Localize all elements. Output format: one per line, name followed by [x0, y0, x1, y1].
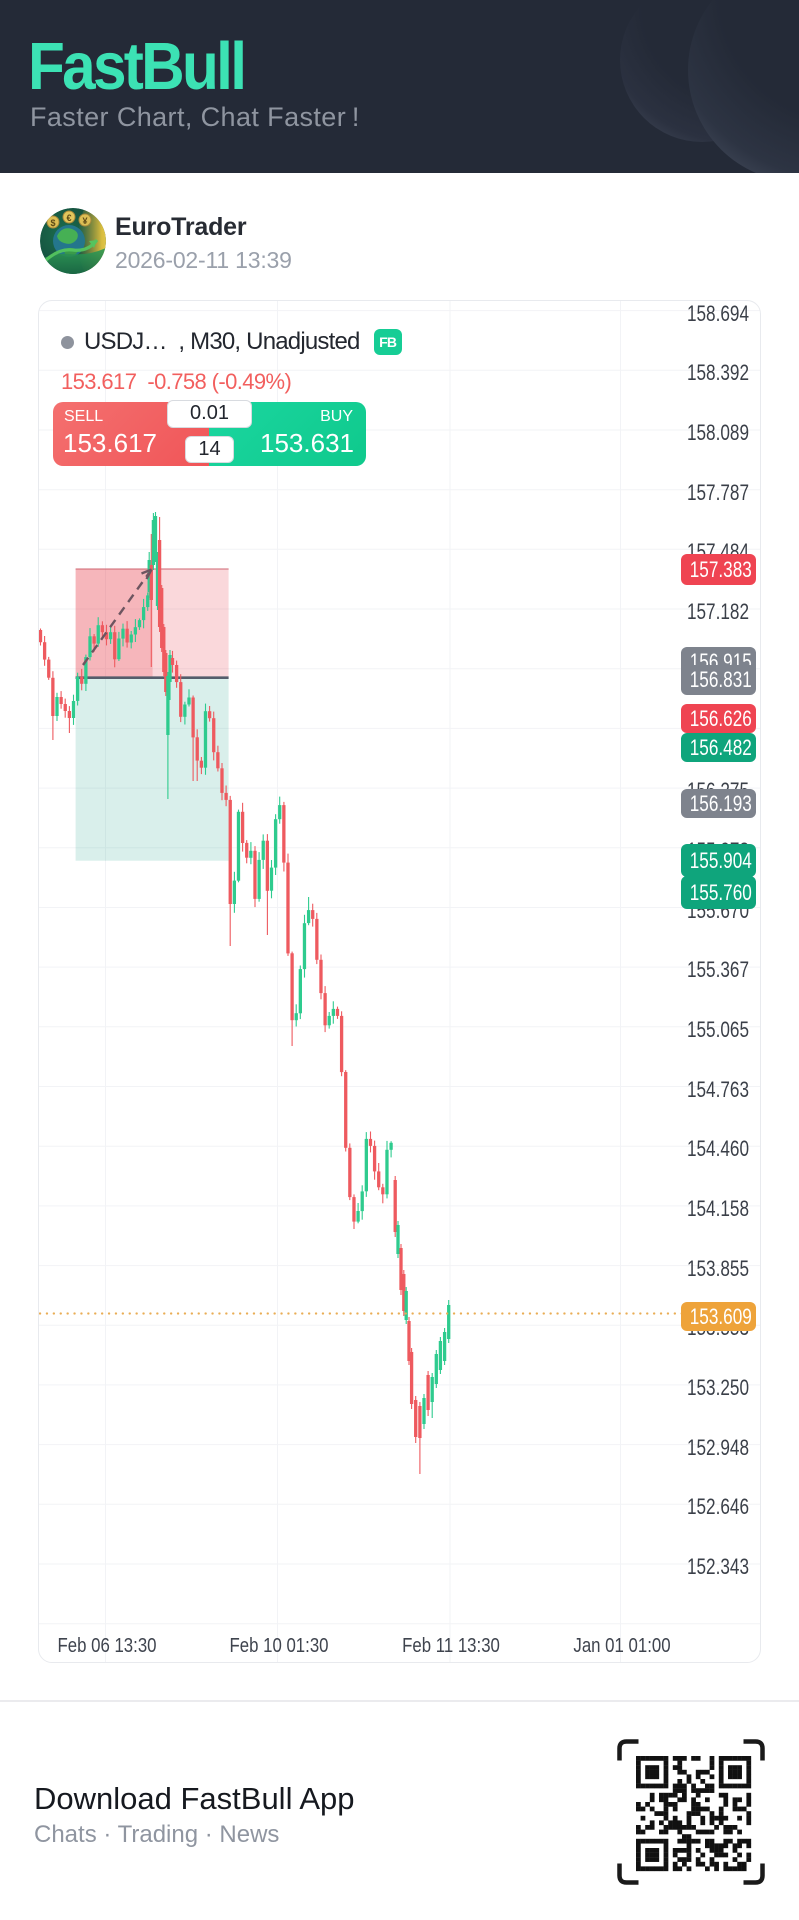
svg-text:€: €: [66, 213, 71, 223]
svg-text:¥: ¥: [82, 216, 87, 226]
svg-text:$: $: [50, 218, 55, 228]
